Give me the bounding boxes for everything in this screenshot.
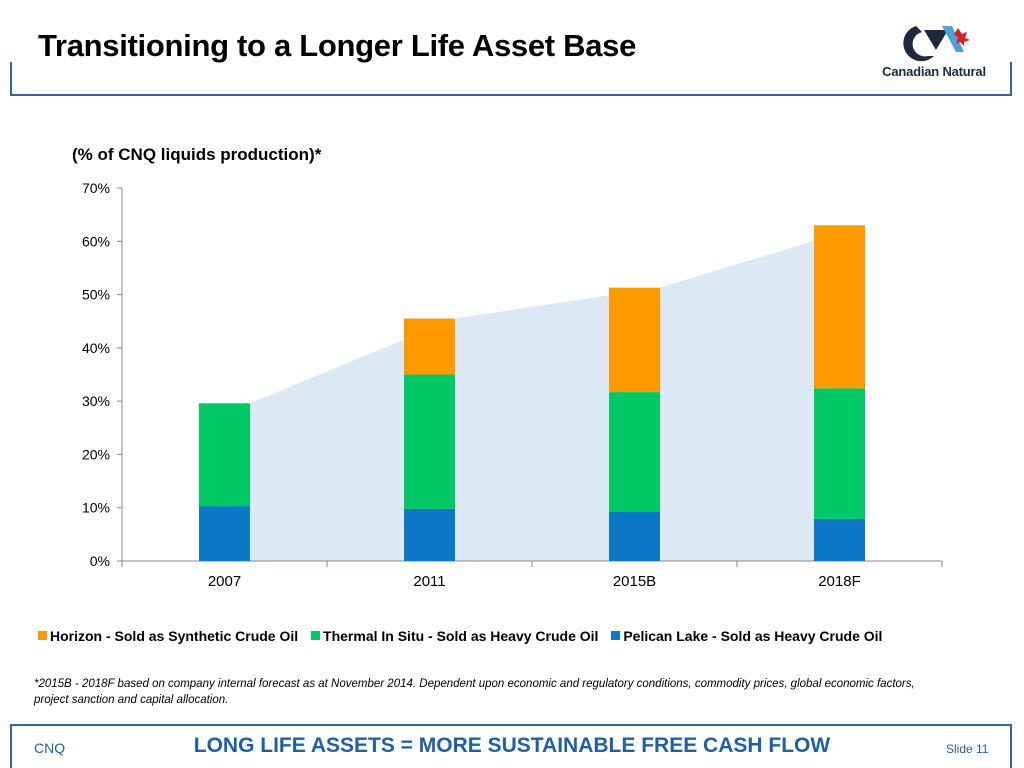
legend-label-horizon: Horizon - Sold as Synthetic Crude Oil — [50, 628, 299, 644]
bar-segment — [404, 318, 455, 375]
logo-mark-icon — [903, 26, 970, 62]
bar-segment — [814, 388, 865, 519]
bar-segment — [199, 403, 250, 507]
y-tick-label: 20% — [82, 446, 110, 462]
bar-segment — [609, 287, 660, 393]
x-tick-label: 2018F — [818, 573, 861, 590]
chart-legend: Horizon - Sold as Synthetic Crude Oil Th… — [38, 628, 891, 644]
bar-segment — [609, 511, 660, 561]
y-tick-label: 50% — [82, 287, 110, 303]
x-tick-label: 2011 — [413, 573, 445, 590]
logo-wordmark: Canadian Natural — [882, 64, 986, 79]
bar-segment — [199, 506, 250, 561]
legend-swatch-pelican — [611, 631, 621, 640]
slide-number: Slide 11 — [946, 742, 989, 756]
title-divider — [10, 62, 1012, 96]
y-tick-label: 60% — [82, 233, 110, 249]
footnote: *2015B - 2018F based on company internal… — [34, 678, 915, 706]
bar-segment — [814, 225, 865, 389]
bar-segment — [814, 518, 865, 561]
bar-segment — [404, 374, 455, 509]
footer-tagline: LONG LIFE ASSETS = MORE SUSTAINABLE FREE… — [193, 734, 831, 757]
y-tick-label: 0% — [90, 553, 110, 569]
slide-title: Transitioning to a Longer Life Asset Bas… — [38, 28, 637, 63]
legend-swatch-horizon — [38, 631, 47, 640]
company-logo: Canadian Natural — [872, 22, 996, 84]
bar-segment — [404, 508, 455, 561]
y-tick-label: 70% — [82, 180, 110, 196]
legend-swatch-thermal — [311, 631, 321, 640]
y-tick-label: 30% — [82, 393, 110, 409]
y-tick-label: 40% — [82, 340, 110, 356]
chart-title: (% of CNQ liquids production)* — [72, 145, 322, 164]
footer-ticker: CNQ — [34, 740, 66, 756]
legend-label-pelican: Pelican Lake - Sold as Heavy Crude Oil — [623, 628, 883, 644]
footer-divider — [10, 724, 1012, 768]
legend-item-pelican: Pelican Lake - Sold as Heavy Crude Oil — [611, 628, 882, 644]
x-tick-label: 2015B — [613, 573, 656, 590]
trend-area — [199, 225, 865, 562]
x-tick-label: 2007 — [208, 573, 241, 590]
bar-segment — [609, 392, 660, 512]
y-tick-label: 10% — [82, 500, 110, 516]
legend-label-thermal: Thermal In Situ - Sold as Heavy Crude Oi… — [323, 628, 599, 644]
legend-item-horizon: Horizon - Sold as Synthetic Crude Oil — [38, 628, 298, 644]
legend-item-thermal: Thermal In Situ - Sold as Heavy Crude Oi… — [311, 628, 598, 644]
